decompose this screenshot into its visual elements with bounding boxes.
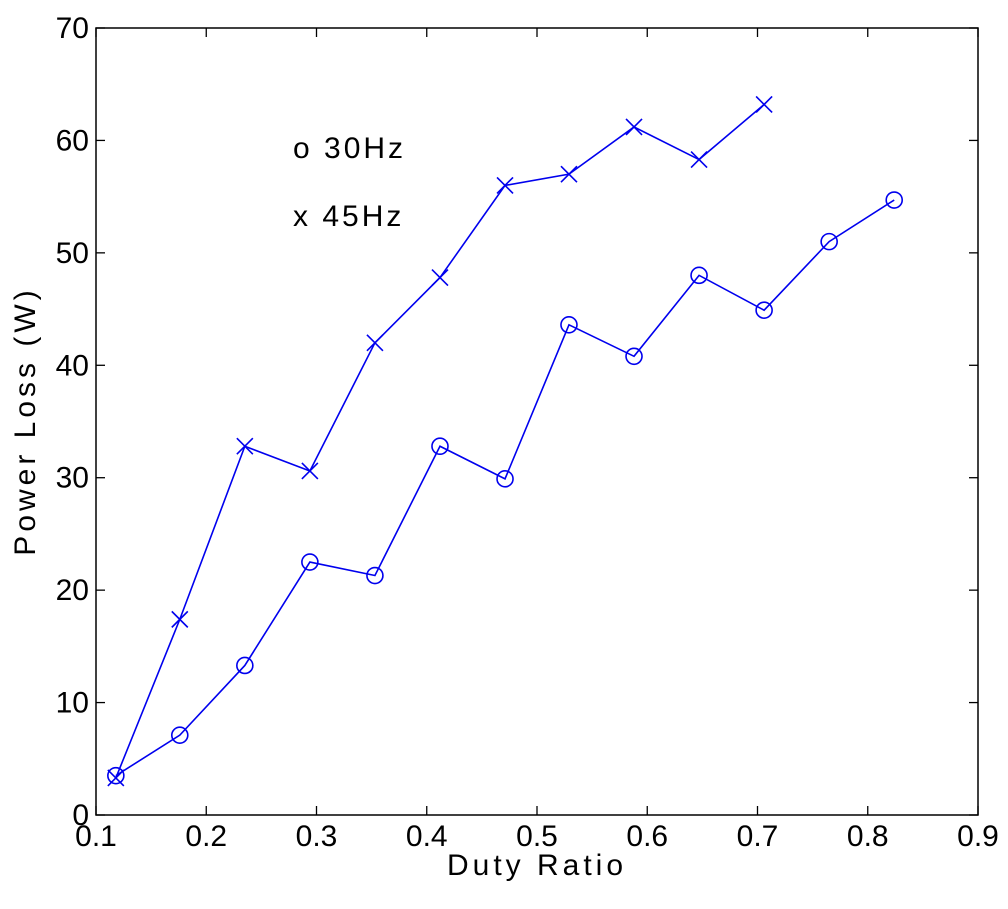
data-point-30hz: [496, 470, 514, 488]
data-point-30hz: [236, 656, 254, 675]
x-tick-label: 0.8: [847, 820, 889, 853]
legend-entry-45hz: x 45Hz: [293, 200, 404, 233]
data-point-30hz: [366, 566, 384, 585]
x-tick-label: 0.4: [406, 820, 448, 853]
y-tick-label: 70: [56, 12, 89, 45]
data-point-45hz: [107, 769, 125, 787]
y-tick-label: 20: [56, 574, 89, 607]
data-point-30hz: [107, 766, 125, 785]
series-layer: [107, 95, 904, 787]
y-tick-label: 30: [56, 462, 89, 495]
data-point-45hz: [366, 334, 384, 352]
data-point-30hz: [690, 266, 708, 285]
x-axis-label: Duty Ratio: [447, 849, 627, 882]
data-point-30hz: [885, 191, 904, 209]
data-point-45hz: [560, 165, 578, 183]
data-point-30hz: [431, 437, 449, 456]
axes: 0.1 0.2 0.3 0.4 0.5 0.6 0.7 0.8 0.9 0 10 20 30 40 50 60…: [56, 12, 999, 853]
data-point-30hz: [625, 347, 643, 366]
y-tick-label: 50: [56, 237, 89, 270]
y-axis-label: Power Loss (W): [9, 286, 42, 555]
legend: o 30Hz x 45Hz: [293, 132, 406, 233]
data-point-45hz: [171, 610, 189, 628]
legend-entry-30hz: o 30Hz: [293, 132, 406, 165]
x-tick-label: 0.9: [957, 820, 999, 853]
x-tick-label: 0.5: [516, 820, 558, 853]
data-point-45hz: [236, 437, 254, 455]
data-point-45hz: [625, 118, 643, 136]
x-tick-label: 0.6: [626, 820, 668, 853]
y-tick-label: 60: [56, 124, 89, 157]
x-tick-label: 0.7: [737, 820, 779, 853]
data-point-45hz: [496, 176, 514, 194]
data-point-45hz: [755, 95, 773, 114]
data-point-30hz: [560, 316, 578, 334]
series-line-30hz: [115, 199, 895, 777]
y-tick-label: 10: [56, 687, 89, 720]
data-point-45hz: [690, 150, 708, 169]
y-tick-label: 40: [56, 349, 89, 382]
plot-area: [95, 27, 979, 816]
data-point-45hz: [301, 462, 319, 480]
data-point-30hz: [820, 232, 838, 251]
y-tick-label: 0: [72, 799, 89, 832]
data-point-30hz: [755, 301, 773, 319]
x-tick-label: 0.2: [185, 820, 227, 853]
data-point-30hz: [301, 553, 319, 571]
data-point-30hz: [170, 726, 189, 744]
x-tick-label: 0.1: [75, 820, 117, 853]
data-point-45hz: [431, 269, 449, 287]
x-tick-label: 0.3: [296, 820, 338, 853]
